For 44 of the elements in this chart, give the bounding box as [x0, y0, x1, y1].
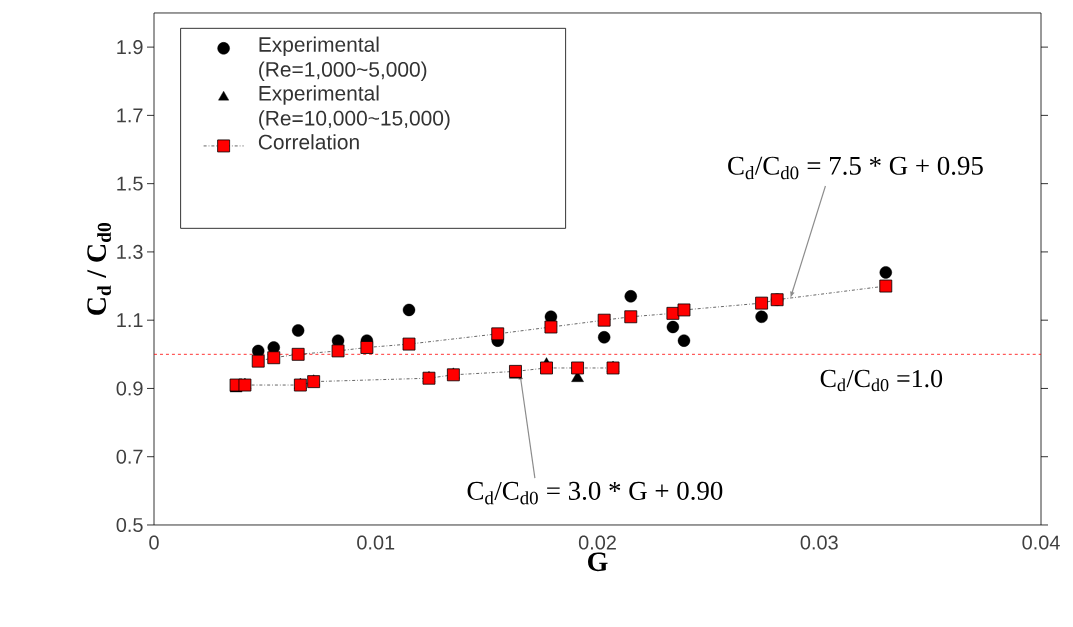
point: [267, 351, 281, 365]
x-tick-label: 0.03: [800, 535, 838, 550]
point: [491, 327, 505, 341]
point: [571, 361, 584, 375]
legend-label: Correlation: [258, 134, 359, 150]
point: [677, 303, 691, 317]
y-tick-label: 0.7: [116, 449, 143, 464]
point: [291, 324, 305, 337]
y-tick-label: 0.9: [116, 381, 143, 396]
annotation: C$_{d}$/C$_{d0}$ = 3.0 * G + 0.90: [467, 481, 723, 505]
point: [331, 344, 345, 358]
point: [402, 303, 416, 317]
point: [597, 313, 611, 327]
y-axis-title: C$_{d}$ / C$_{d0}$: [87, 223, 111, 315]
point: [540, 361, 553, 375]
point: [755, 296, 769, 310]
point: [624, 290, 637, 303]
y-tick-label: 1.1: [117, 313, 143, 328]
ref-line-label: C$_{d}$/C$_{d0}$ =1.0: [820, 369, 943, 392]
x-tick-label: 0.01: [357, 535, 395, 550]
y-tick-label: 0.5: [116, 517, 143, 533]
x-tick-label: 0: [149, 535, 159, 550]
y-tick-label: 1.7: [117, 108, 143, 123]
legend-label: Experimental (Re=10,000~15,000): [259, 85, 450, 130]
x-tick-label: 0.02: [578, 535, 616, 550]
point: [879, 266, 892, 279]
point: [251, 354, 265, 368]
y-tick-label: 1.9: [117, 40, 143, 55]
legend-label: Experimental (Re=1,000~5,000): [259, 36, 427, 81]
point: [624, 310, 638, 324]
point: [597, 331, 611, 344]
point: [402, 337, 416, 351]
annotation: C$_{d}$/C$_{d0}$ = 7.5 * G + 0.95: [728, 156, 983, 180]
point: [879, 279, 893, 293]
x-axis-title: G: [588, 552, 608, 572]
y-tick-label: 1.3: [117, 244, 143, 259]
point: [755, 310, 768, 323]
point: [677, 334, 691, 347]
point: [666, 320, 680, 334]
point: [544, 320, 558, 334]
point: [291, 347, 305, 361]
x-tick-label: 0.04: [1022, 535, 1060, 550]
point: [360, 341, 374, 354]
y-tick-label: 1.5: [117, 176, 143, 191]
